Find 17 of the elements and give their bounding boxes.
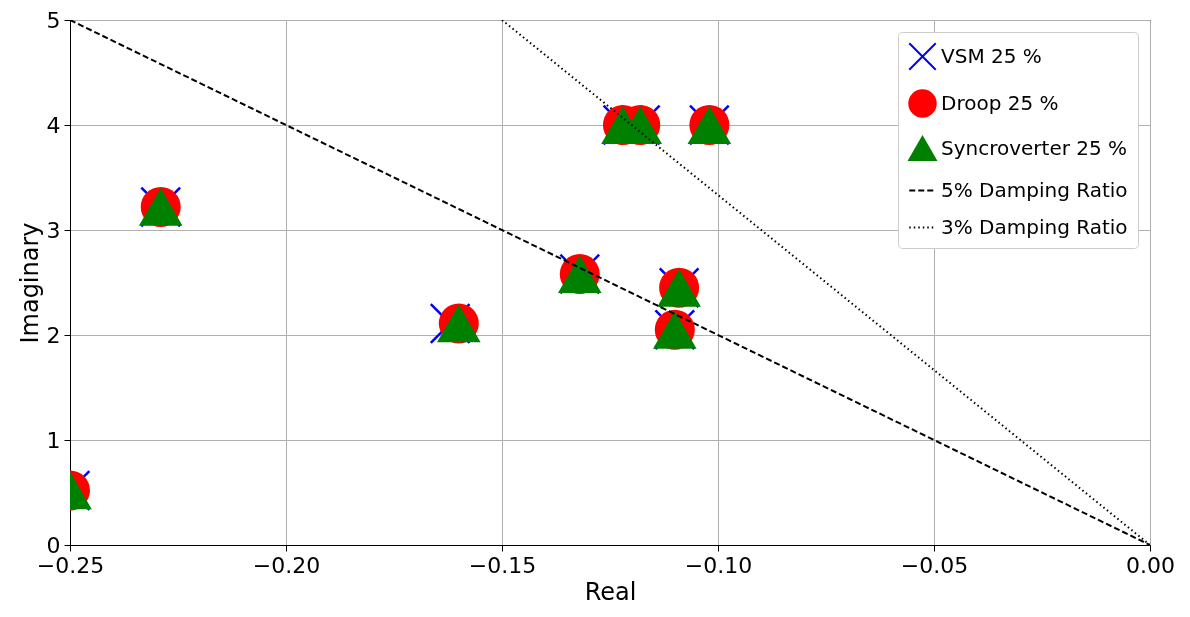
legend-label: 3% Damping Ratio [941,214,1128,239]
y-axis-title: Imaginary [15,222,44,344]
x-axis-title: Real [584,577,637,606]
y-tick-label: 4 [46,112,61,138]
y-tick-label: 5 [46,7,61,33]
x-tick-label: −0.10 [684,552,753,578]
x-tick-label: −0.05 [900,552,969,578]
x-tick-label: −0.20 [252,552,321,578]
y-tick-label: 1 [46,427,61,453]
legend-label: 5% Damping Ratio [941,177,1128,202]
legend-label: Droop 25 % [941,90,1059,115]
y-tick-label: 2 [46,322,61,348]
x-tick-label: 0.00 [1126,552,1175,578]
legend-label: Syncroverter 25 % [941,135,1128,160]
y-tick-label: 3 [46,217,61,243]
x-tick-label: −0.15 [468,552,537,578]
legend-label: VSM 25 % [941,43,1042,68]
